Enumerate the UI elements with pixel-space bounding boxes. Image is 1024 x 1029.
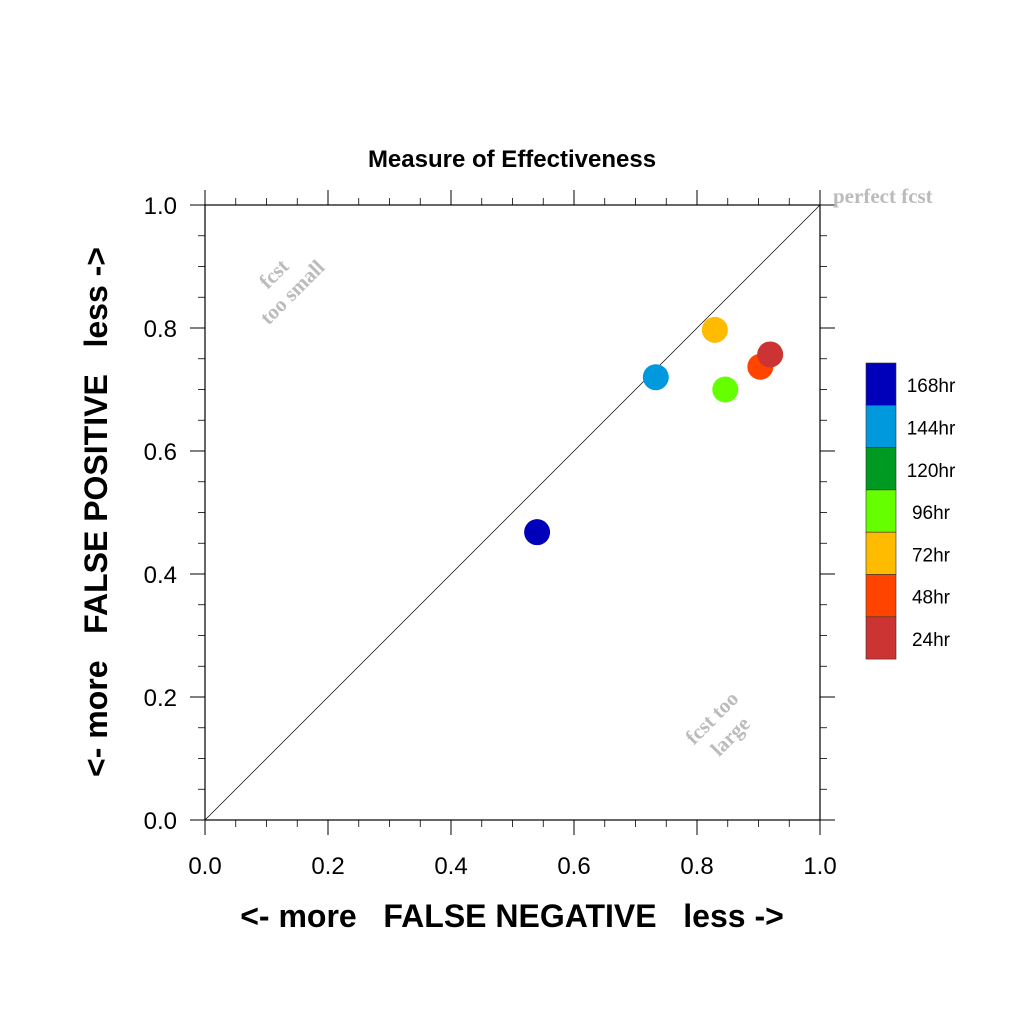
- legend-swatch-120hr: [865, 447, 897, 491]
- legend-label-144hr: 144hr: [907, 418, 956, 439]
- y-tick-label: 0.4: [144, 562, 177, 589]
- x-tick-label: 0.2: [311, 853, 344, 880]
- x-tick-label: 0.8: [680, 853, 713, 880]
- y-tick-label: 0.8: [144, 316, 177, 343]
- x-tick-label: 0.0: [188, 853, 221, 880]
- reference-line-label: perfect fcst: [833, 184, 933, 208]
- data-point-168hr: [524, 519, 551, 546]
- legend-label-72hr: 72hr: [912, 545, 951, 566]
- data-point-72hr: [701, 316, 728, 343]
- legend-swatch-96hr: [865, 489, 897, 533]
- y-axis-label: <- more FALSE POSITIVE less ->: [78, 247, 114, 777]
- x-axis-label: <- more FALSE NEGATIVE less ->: [240, 898, 784, 934]
- legend-label-120hr: 120hr: [907, 461, 956, 482]
- data-point-144hr: [642, 364, 669, 391]
- data-point-24hr: [757, 341, 784, 368]
- legend-label-24hr: 24hr: [912, 630, 951, 651]
- perfect-forecast-line: [204, 204, 821, 821]
- legend-label-48hr: 48hr: [912, 588, 951, 609]
- x-tick-label: 0.4: [434, 853, 467, 880]
- legend-label-168hr: 168hr: [907, 376, 956, 397]
- legend-label-96hr: 96hr: [912, 503, 951, 524]
- x-tick-label: 0.6: [557, 853, 590, 880]
- y-tick-label: 0.0: [144, 808, 177, 835]
- legend-swatch-144hr: [865, 404, 897, 448]
- legend-swatch-48hr: [865, 574, 897, 618]
- data-point-96hr: [712, 376, 739, 403]
- y-tick-label: 0.2: [144, 685, 177, 712]
- legend-swatch-168hr: [865, 362, 897, 406]
- chart-title: Measure of Effectiveness: [368, 146, 656, 173]
- x-tick-label: 1.0: [803, 853, 836, 880]
- legend-swatch-72hr: [865, 531, 897, 575]
- y-tick-label: 1.0: [144, 193, 177, 220]
- legend-swatch-24hr: [865, 616, 897, 660]
- y-tick-label: 0.6: [144, 439, 177, 466]
